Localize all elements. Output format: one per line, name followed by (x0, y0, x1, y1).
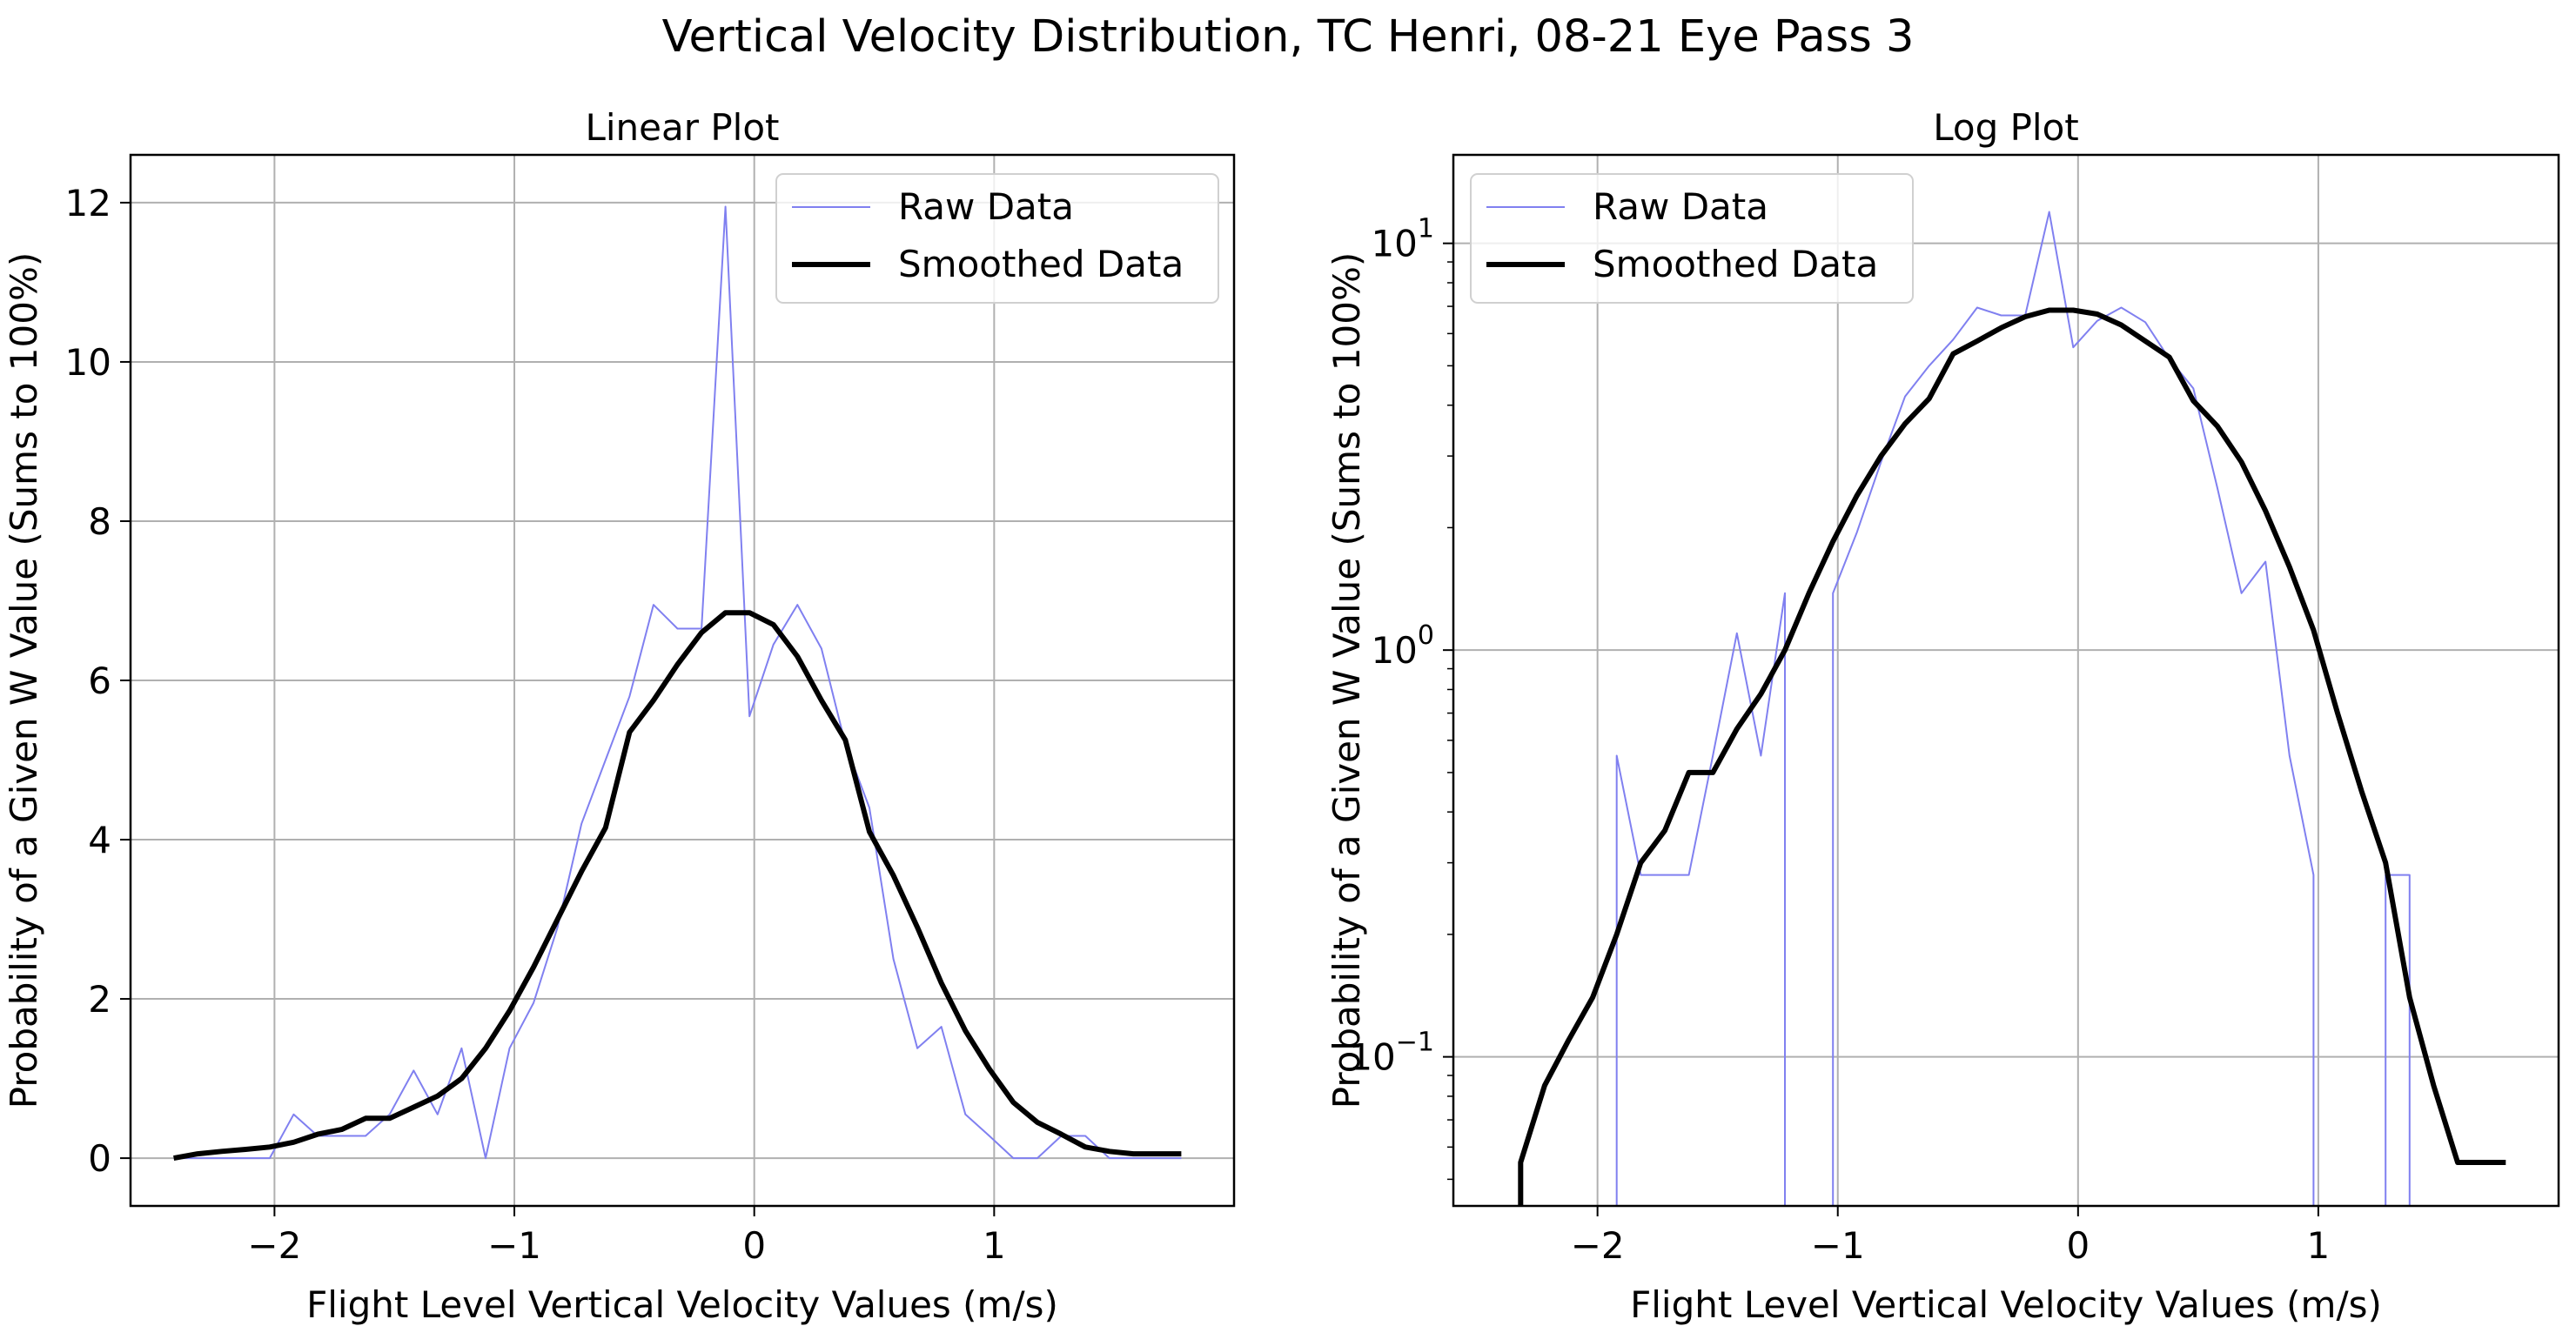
x-tick-label: −2 (1571, 1224, 1625, 1267)
subplot-title: Linear Plot (585, 106, 779, 149)
x-tick-label: −2 (247, 1224, 301, 1267)
y-tick-label: 101 (1371, 214, 1434, 265)
y-tick-label: 100 (1371, 620, 1434, 672)
plot-frame (1452, 153, 2560, 1208)
x-tick-label: 1 (983, 1224, 1006, 1267)
x-axis-label: Flight Level Vertical Velocity Values (m… (1630, 1283, 2382, 1326)
y-axis-label: Probability of a Given W Value (Sums to … (1325, 252, 1368, 1109)
x-tick-label: −1 (1811, 1224, 1865, 1267)
figure-title: Vertical Velocity Distribution, TC Henri… (661, 11, 1915, 63)
subplot-title: Log Plot (1933, 106, 2079, 149)
series-line-raw-data (1615, 211, 2411, 1206)
y-axis-label: Probability of a Given W Value (Sums to … (3, 252, 45, 1109)
series-line-smoothed-data (173, 610, 1182, 1162)
legend-label: Raw Data (1593, 185, 1768, 228)
legend-box (775, 173, 1219, 304)
x-tick-label: −1 (487, 1224, 541, 1267)
y-tick-label: 2 (88, 978, 111, 1021)
y-tick-label: 0 (88, 1137, 111, 1180)
legend-label: Smoothed Data (898, 243, 1184, 285)
y-tick-label: 6 (88, 660, 111, 702)
x-axis-label: Flight Level Vertical Velocity Values (m… (306, 1283, 1058, 1326)
series-line-raw-data (173, 205, 1182, 1160)
legend: Raw Data Smoothed Data (775, 173, 1219, 304)
grid (131, 155, 1234, 1206)
grid (1453, 155, 2559, 1206)
series-line-smoothed-data (1518, 307, 2506, 1206)
legend: Raw Data Smoothed Data (1470, 173, 1914, 304)
x-tick-label: 0 (742, 1224, 766, 1267)
panel-2: −2 −1 0 1 10−1 100 101 Log Plot Flight Level Ver… (1325, 106, 2560, 1326)
y-tick-label: 8 (88, 500, 111, 543)
x-tick-label: 1 (2307, 1224, 2331, 1267)
y-tick-label: 10−1 (1349, 1028, 1434, 1079)
y-tick-label: 10 (65, 341, 111, 384)
x-tick-label: 0 (2066, 1224, 2090, 1267)
legend-box (1470, 173, 1914, 304)
legend-label: Smoothed Data (1593, 243, 1878, 285)
legend-label: Raw Data (898, 185, 1074, 228)
y-tick-label: 4 (88, 819, 111, 861)
plot-frame (129, 153, 1236, 1208)
y-tick-label: 12 (65, 182, 111, 224)
